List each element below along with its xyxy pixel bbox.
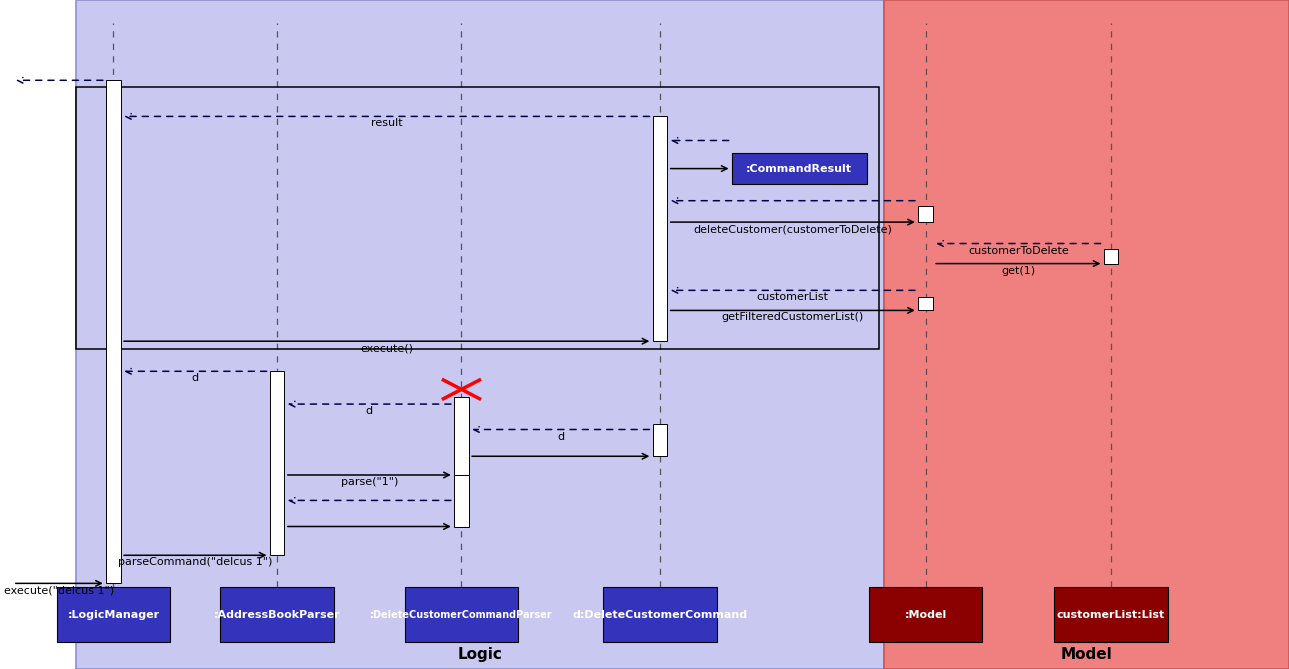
Bar — [918, 297, 933, 310]
Bar — [869, 587, 982, 642]
Text: customerToDelete: customerToDelete — [968, 246, 1069, 256]
Text: d:DeleteCustomerCommand: d:DeleteCustomerCommand — [572, 610, 748, 619]
Text: result: result — [371, 118, 402, 128]
Text: d: d — [366, 406, 373, 416]
Bar — [603, 587, 717, 642]
Bar — [220, 587, 334, 642]
Text: execute(): execute() — [360, 343, 414, 353]
Text: :AddressBookParser: :AddressBookParser — [214, 610, 340, 619]
Bar — [454, 475, 469, 527]
Text: execute("delcus 1"): execute("delcus 1") — [4, 585, 115, 595]
Bar — [1103, 249, 1119, 264]
Bar — [884, 0, 1289, 669]
Text: Logic: Logic — [458, 647, 503, 662]
Bar — [654, 424, 668, 456]
Bar — [732, 153, 866, 184]
Text: customerList: customerList — [757, 292, 829, 302]
Bar — [76, 87, 879, 349]
Text: d: d — [192, 373, 199, 383]
Text: d: d — [557, 432, 565, 442]
Bar — [271, 371, 285, 555]
Bar — [454, 397, 469, 475]
Bar — [405, 587, 518, 642]
Text: :Model: :Model — [905, 610, 946, 619]
Bar — [1054, 587, 1168, 642]
Bar — [654, 116, 668, 341]
Text: :LogicManager: :LogicManager — [67, 610, 160, 619]
Text: parse("1"): parse("1") — [340, 477, 398, 487]
Bar — [106, 80, 120, 583]
Text: :CommandResult: :CommandResult — [746, 164, 852, 173]
Text: deleteCustomer(customerToDelete): deleteCustomer(customerToDelete) — [693, 224, 892, 234]
Text: customerList:List: customerList:List — [1057, 610, 1165, 619]
Text: Model: Model — [1061, 647, 1112, 662]
Text: getFilteredCustomerList(): getFilteredCustomerList() — [722, 312, 864, 322]
Text: get(1): get(1) — [1002, 266, 1035, 276]
Text: parseCommand("delcus 1"): parseCommand("delcus 1") — [119, 557, 272, 567]
Bar — [57, 587, 170, 642]
Text: :DeleteCustomerCommandParser: :DeleteCustomerCommandParser — [370, 610, 553, 619]
Bar — [918, 206, 933, 222]
Bar — [76, 0, 884, 669]
